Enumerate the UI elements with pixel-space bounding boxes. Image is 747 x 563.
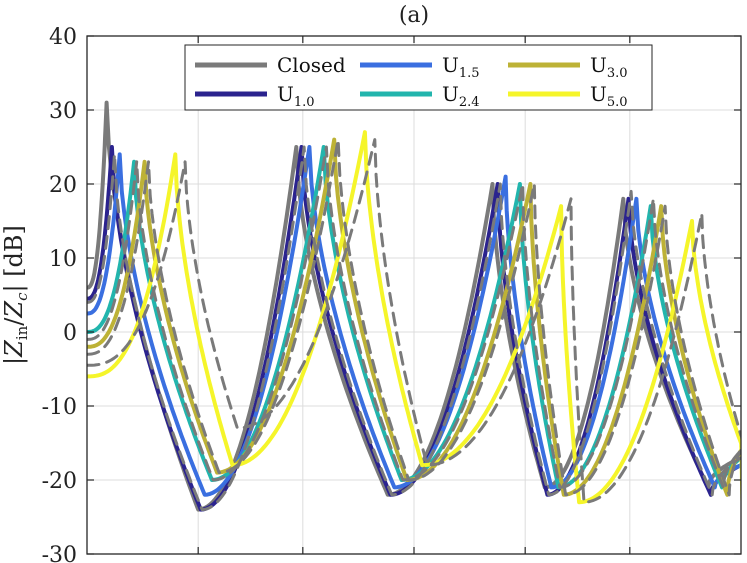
y-tick-label: -30 — [42, 543, 77, 563]
y-axis-ticks: 40 30 20 10 0 -10 -20 -30 — [42, 25, 741, 563]
y-tick-label: -20 — [42, 469, 77, 494]
x-axis-ticks — [197, 36, 631, 554]
series-layer — [87, 100, 741, 512]
series-line-u2-4 — [87, 145, 741, 490]
legend-label: U3.0 — [590, 53, 628, 81]
y-axis-label-open: | — [0, 357, 29, 365]
legend-label: Closed — [277, 53, 346, 77]
y-axis-label-zc: Z — [0, 300, 28, 319]
series-line-u5-0-ref — [87, 138, 741, 504]
series-line-u3-0 — [87, 137, 741, 497]
y-axis-label-close: | [dB] — [0, 225, 29, 292]
legend-label: U1.0 — [277, 82, 315, 110]
y-axis-label-c: c — [13, 292, 31, 301]
series-line-u5-0 — [87, 130, 741, 505]
legend-label: U1.5 — [442, 53, 480, 81]
y-tick-label: 10 — [49, 247, 77, 272]
y-axis-label-slash: / — [0, 317, 28, 326]
legend: Closed U1.5 U3.0 U1.0 U2.4 U5.0 — [184, 44, 653, 111]
y-tick-label: 0 — [63, 321, 77, 346]
series-line-u1-5 — [87, 145, 741, 497]
legend-label: U2.4 — [442, 82, 480, 110]
y-tick-label: 30 — [49, 99, 77, 124]
legend-box — [184, 44, 653, 111]
y-tick-label: 20 — [49, 173, 77, 198]
y-tick-label: 40 — [49, 25, 77, 50]
legend-label: U5.0 — [590, 82, 628, 110]
y-tick-label: -10 — [42, 395, 77, 420]
series-line-u2-4-ref — [87, 145, 741, 489]
y-axis-label-in: in — [13, 325, 31, 340]
y-axis-label: |Zin/Zc| [dB] — [0, 225, 31, 365]
series-line-u3-0-ref — [87, 138, 741, 497]
chart-title: (a) — [399, 3, 429, 28]
series-line-u1-0-ref — [87, 145, 741, 512]
y-axis-label-z: Z — [0, 339, 28, 358]
